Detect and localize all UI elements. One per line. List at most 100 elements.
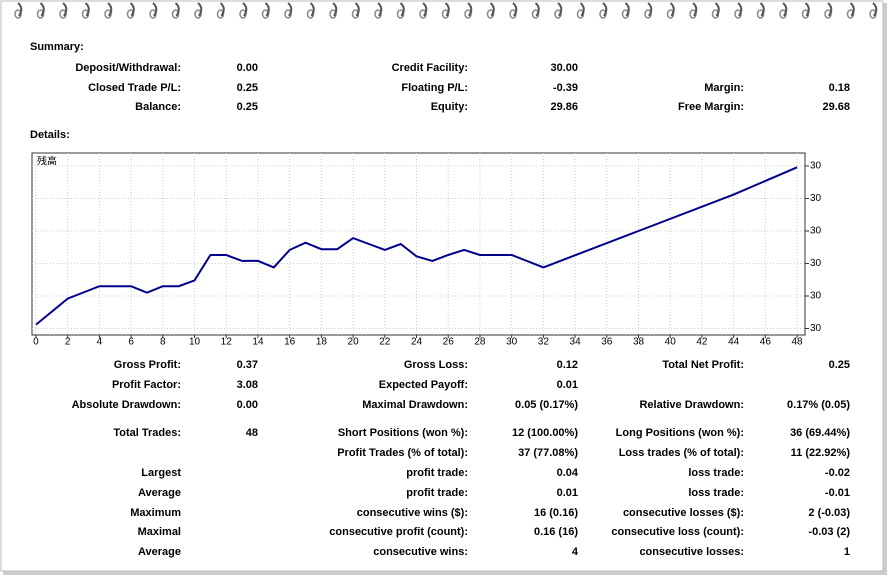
- label: Total Net Profit:: [662, 359, 744, 371]
- label: Loss trades (% of total):: [619, 447, 744, 459]
- x-tick-label: 22: [379, 337, 391, 348]
- value: 36 (69.44%): [790, 427, 850, 439]
- value: -0.39: [553, 82, 578, 94]
- label: consecutive losses:: [639, 546, 744, 558]
- y-tick-label: 30: [810, 193, 822, 204]
- label: Profit Trades (% of total):: [337, 447, 468, 459]
- label: Average: [138, 487, 181, 499]
- label: Gross Profit:: [114, 359, 181, 371]
- value: 29.68: [822, 101, 850, 113]
- x-tick-label: 16: [284, 337, 296, 348]
- x-tick-label: 26: [443, 337, 455, 348]
- y-tick-label: 30: [810, 226, 822, 237]
- value: 0.25: [237, 101, 258, 113]
- value: 0.00: [237, 399, 258, 411]
- label: Maximum: [130, 507, 181, 519]
- label: Closed Trade P/L:: [88, 82, 181, 94]
- balance-line: [35, 166, 798, 326]
- value: 16 (0.16): [534, 507, 578, 519]
- label: consecutive wins:: [373, 546, 468, 558]
- y-tick-label: 30: [810, 323, 822, 334]
- value: 37 (77.08%): [518, 447, 578, 459]
- x-tick-label: 4: [97, 337, 103, 348]
- value: 0.16 (16): [534, 526, 578, 538]
- x-tick-label: 6: [128, 337, 134, 348]
- x-tick-label: 40: [665, 337, 677, 348]
- value: 0.04: [557, 467, 579, 479]
- label: Credit Facility:: [392, 62, 468, 74]
- x-tick-label: 28: [474, 337, 486, 348]
- value: 0.12: [557, 359, 578, 371]
- chart-frame: [31, 152, 806, 336]
- value: 4: [572, 546, 579, 558]
- value: 0.18: [829, 82, 850, 94]
- label: Equity:: [431, 101, 468, 113]
- value: 48: [246, 427, 258, 439]
- label: consecutive wins ($):: [357, 507, 468, 519]
- value: 0.25: [237, 82, 258, 94]
- value: 0.17% (0.05): [787, 399, 850, 411]
- label: Free Margin:: [678, 101, 744, 113]
- x-tick-label: 32: [538, 337, 550, 348]
- value: 3.08: [237, 379, 258, 391]
- section-title: Details:: [30, 129, 70, 141]
- x-tick-label: 34: [570, 337, 582, 348]
- x-tick-label: 14: [252, 337, 264, 348]
- value: 0.00: [237, 62, 258, 74]
- value: -0.02: [825, 467, 850, 479]
- x-tick-label: 48: [792, 337, 804, 348]
- value: 0.05 (0.17%): [515, 399, 578, 411]
- value: 30.00: [550, 62, 578, 74]
- y-tick-label: 30: [810, 161, 822, 172]
- label: profit trade:: [406, 487, 468, 499]
- x-tick-label: 2: [65, 337, 71, 348]
- label: Maximal: [138, 526, 181, 538]
- x-tick-label: 20: [348, 337, 360, 348]
- value: 0.01: [557, 487, 578, 499]
- x-tick-label: 18: [316, 337, 328, 348]
- y-tick-label: 30: [810, 258, 822, 269]
- label: Long Positions (won %):: [616, 427, 744, 439]
- x-tick-label: 10: [189, 337, 201, 348]
- label: Maximal Drawdown:: [362, 399, 468, 411]
- value: -0.03 (2): [808, 526, 850, 538]
- label: Profit Factor:: [112, 379, 181, 391]
- x-tick-label: 30: [506, 337, 518, 348]
- x-tick-label: 46: [760, 337, 772, 348]
- x-tick-label: 24: [411, 337, 423, 348]
- y-tick-label: 30: [810, 291, 822, 302]
- value: 1: [844, 546, 850, 558]
- label: Total Trades:: [113, 427, 181, 439]
- label: Floating P/L:: [401, 82, 468, 94]
- value: 0.37: [237, 359, 258, 371]
- label: loss trade:: [688, 467, 744, 479]
- x-tick-label: 8: [160, 337, 166, 348]
- label: Relative Drawdown:: [639, 399, 744, 411]
- value: -0.01: [825, 487, 850, 499]
- x-tick-label: 0: [33, 337, 39, 348]
- label: consecutive losses ($):: [623, 507, 744, 519]
- label: consecutive loss (count):: [611, 526, 744, 538]
- label: Absolute Drawdown:: [72, 399, 181, 411]
- value: 0.25: [829, 359, 850, 371]
- spiral-binding: [8, 0, 878, 28]
- label: Deposit/Withdrawal:: [75, 62, 181, 74]
- label: Gross Loss:: [404, 359, 468, 371]
- x-tick-label: 44: [728, 337, 740, 348]
- x-tick-label: 12: [221, 337, 233, 348]
- label: Expected Payoff:: [379, 379, 468, 391]
- label: profit trade:: [406, 467, 468, 479]
- label: Balance:: [135, 101, 181, 113]
- label: Average: [138, 546, 181, 558]
- section-title: Summary:: [30, 41, 84, 53]
- x-tick-label: 38: [633, 337, 645, 348]
- value: 12 (100.00%): [512, 427, 578, 439]
- x-tick-label: 42: [696, 337, 708, 348]
- value: 0.01: [557, 379, 578, 391]
- label: Largest: [141, 467, 181, 479]
- label: Margin:: [704, 82, 744, 94]
- y-axis-label: 残高: [37, 155, 57, 168]
- label: Short Positions (won %):: [338, 427, 468, 439]
